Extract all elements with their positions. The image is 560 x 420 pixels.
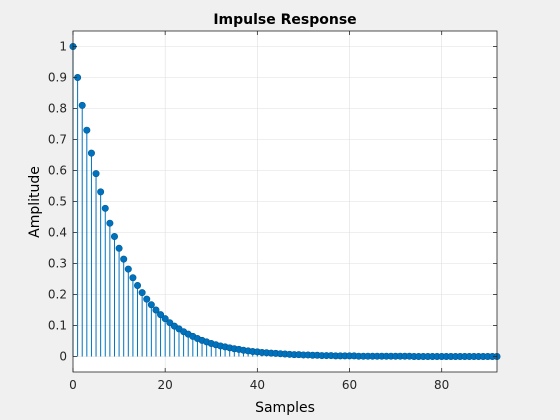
y-tick-label: 0.6: [48, 164, 67, 178]
stem-marker: [138, 289, 146, 297]
stem-marker: [124, 265, 132, 273]
x-tick-label: 40: [250, 378, 265, 392]
stem-series: [69, 42, 501, 360]
stem-marker: [97, 188, 105, 196]
stem-marker: [161, 315, 169, 323]
chart-title: Impulse Response: [213, 12, 356, 28]
stem-marker: [101, 204, 109, 212]
x-tick-label: 60: [342, 378, 357, 392]
stem-marker: [143, 295, 151, 303]
stem-marker: [106, 219, 114, 227]
y-tick-label: 0.1: [48, 319, 67, 333]
y-tick-label: 0.3: [48, 257, 67, 271]
y-axis-title: Amplitude: [27, 166, 43, 238]
stem-marker: [166, 319, 174, 327]
ticks: 0 20 40 60 80 0 0.1 0.2 0.3 0.4 0.5 0.6 0.7 0.8 0.9 1: [48, 31, 497, 392]
x-axis-title: Samples: [255, 400, 315, 416]
stem-marker: [152, 306, 160, 314]
stem-marker: [110, 233, 118, 241]
stem-marker: [129, 274, 137, 282]
y-tick-label: 0.4: [48, 226, 67, 240]
x-tick-label: 20: [158, 378, 173, 392]
y-tick-label: 0.9: [48, 71, 67, 85]
stem-marker: [157, 311, 165, 319]
y-tick-label: 0.2: [48, 288, 67, 302]
stem-marker: [78, 101, 86, 109]
stem-marker: [87, 149, 95, 157]
stem-marker: [134, 282, 142, 290]
stem-marker: [92, 170, 100, 178]
stem-marker: [120, 255, 128, 263]
y-tick-label: 0: [59, 350, 67, 364]
x-tick-label: 0: [69, 378, 77, 392]
y-tick-label: 0.7: [48, 133, 67, 147]
y-tick-label: 1: [59, 40, 67, 54]
stem-marker: [115, 244, 123, 252]
stem-marker: [83, 126, 91, 134]
x-tick-label: 80: [434, 378, 449, 392]
y-tick-label: 0.5: [48, 195, 67, 209]
stem-marker: [147, 301, 155, 309]
y-tick-label: 0.8: [48, 102, 67, 116]
